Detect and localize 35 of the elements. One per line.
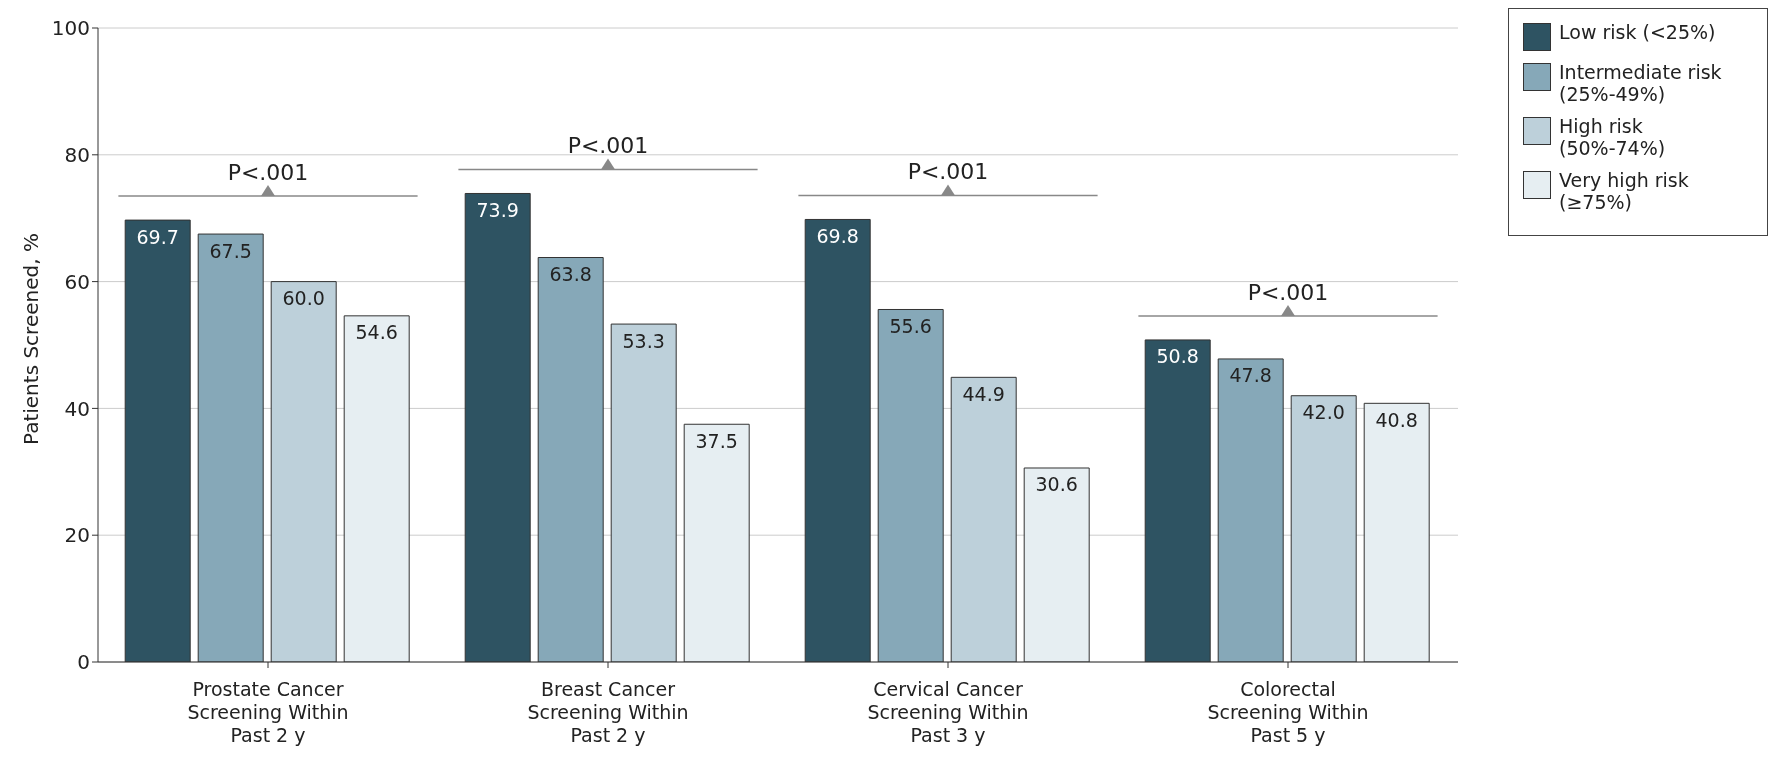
data-label: 30.6 bbox=[1035, 473, 1078, 496]
legend-label: High risk (50%-74%) bbox=[1559, 115, 1667, 159]
data-label: 37.5 bbox=[695, 429, 738, 452]
y-tick-label: 60 bbox=[64, 269, 90, 294]
data-label: 63.8 bbox=[549, 263, 592, 285]
data-label: 53.3 bbox=[622, 329, 665, 352]
x-tick-label: Cervical Cancer Screening Within Past 3 y bbox=[867, 678, 1029, 746]
y-tick-label: 20 bbox=[64, 523, 90, 548]
x-tick-label: Colorectal Screening Within Past 5 y bbox=[1207, 678, 1369, 746]
y-tick-label: 80 bbox=[64, 142, 90, 167]
data-label: 69.8 bbox=[816, 224, 859, 247]
legend-label: Intermediate risk (25%-49%) bbox=[1559, 61, 1723, 105]
data-label: 40.8 bbox=[1375, 408, 1418, 431]
data-label: 67.5 bbox=[209, 239, 252, 262]
x-tick-label: Breast Cancer Screening Within Past 2 y bbox=[527, 678, 689, 746]
data-label: 55.6 bbox=[889, 314, 932, 337]
data-label: 44.9 bbox=[962, 382, 1005, 405]
legend-label: Very high risk (≥75%) bbox=[1559, 169, 1690, 213]
data-label: 42.0 bbox=[1302, 401, 1345, 424]
data-label: 54.6 bbox=[355, 321, 398, 344]
annotation: P<.001 bbox=[1247, 279, 1329, 305]
data-label: 73.9 bbox=[476, 198, 519, 221]
y-tick-label: 40 bbox=[64, 396, 90, 421]
y-axis-title: Patients Screened, % bbox=[19, 233, 44, 445]
data-label: 50.8 bbox=[1156, 345, 1199, 368]
data-label: 69.7 bbox=[136, 225, 179, 248]
y-tick-label: 0 bbox=[77, 650, 90, 675]
data-label: 47.8 bbox=[1229, 364, 1272, 387]
y-tick-label: 100 bbox=[51, 16, 90, 41]
annotation: P<.001 bbox=[567, 133, 649, 159]
annotation: P<.001 bbox=[227, 160, 309, 186]
legend-label: Low risk (<25%) bbox=[1559, 21, 1716, 43]
annotation: P<.001 bbox=[907, 159, 989, 185]
x-tick-label: Prostate Cancer Screening Within Past 2 y bbox=[187, 678, 349, 746]
data-label: 60.0 bbox=[282, 287, 325, 310]
